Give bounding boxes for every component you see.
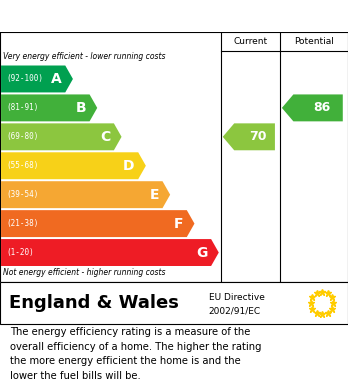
Text: Current: Current [234, 37, 268, 46]
Text: 86: 86 [313, 101, 330, 115]
Text: A: A [51, 72, 62, 86]
Text: (21-38): (21-38) [6, 219, 39, 228]
Polygon shape [1, 123, 121, 150]
Text: 70: 70 [249, 130, 267, 143]
Text: G: G [196, 246, 208, 260]
Polygon shape [1, 239, 219, 266]
Text: D: D [123, 159, 135, 173]
Polygon shape [1, 181, 170, 208]
Text: C: C [100, 130, 110, 144]
Text: 2002/91/EC: 2002/91/EC [209, 307, 261, 316]
Text: (39-54): (39-54) [6, 190, 39, 199]
Text: F: F [174, 217, 183, 231]
Polygon shape [1, 210, 195, 237]
Text: Energy Efficiency Rating: Energy Efficiency Rating [9, 9, 219, 23]
Text: EU Directive: EU Directive [209, 294, 265, 303]
Text: B: B [76, 101, 86, 115]
Polygon shape [1, 66, 73, 92]
Text: E: E [150, 188, 159, 202]
Text: (1-20): (1-20) [6, 248, 34, 257]
Text: (69-80): (69-80) [6, 132, 39, 141]
Text: Potential: Potential [294, 37, 334, 46]
Text: The energy efficiency rating is a measure of the
overall efficiency of a home. T: The energy efficiency rating is a measur… [10, 327, 262, 380]
Text: (92-100): (92-100) [6, 74, 43, 83]
Polygon shape [282, 95, 343, 121]
Text: Very energy efficient - lower running costs: Very energy efficient - lower running co… [3, 52, 166, 61]
Polygon shape [1, 95, 97, 121]
Text: (55-68): (55-68) [6, 161, 39, 170]
Polygon shape [1, 152, 146, 179]
Text: Not energy efficient - higher running costs: Not energy efficient - higher running co… [3, 268, 166, 277]
Text: (81-91): (81-91) [6, 103, 39, 112]
Polygon shape [223, 123, 275, 150]
Text: England & Wales: England & Wales [9, 294, 179, 312]
